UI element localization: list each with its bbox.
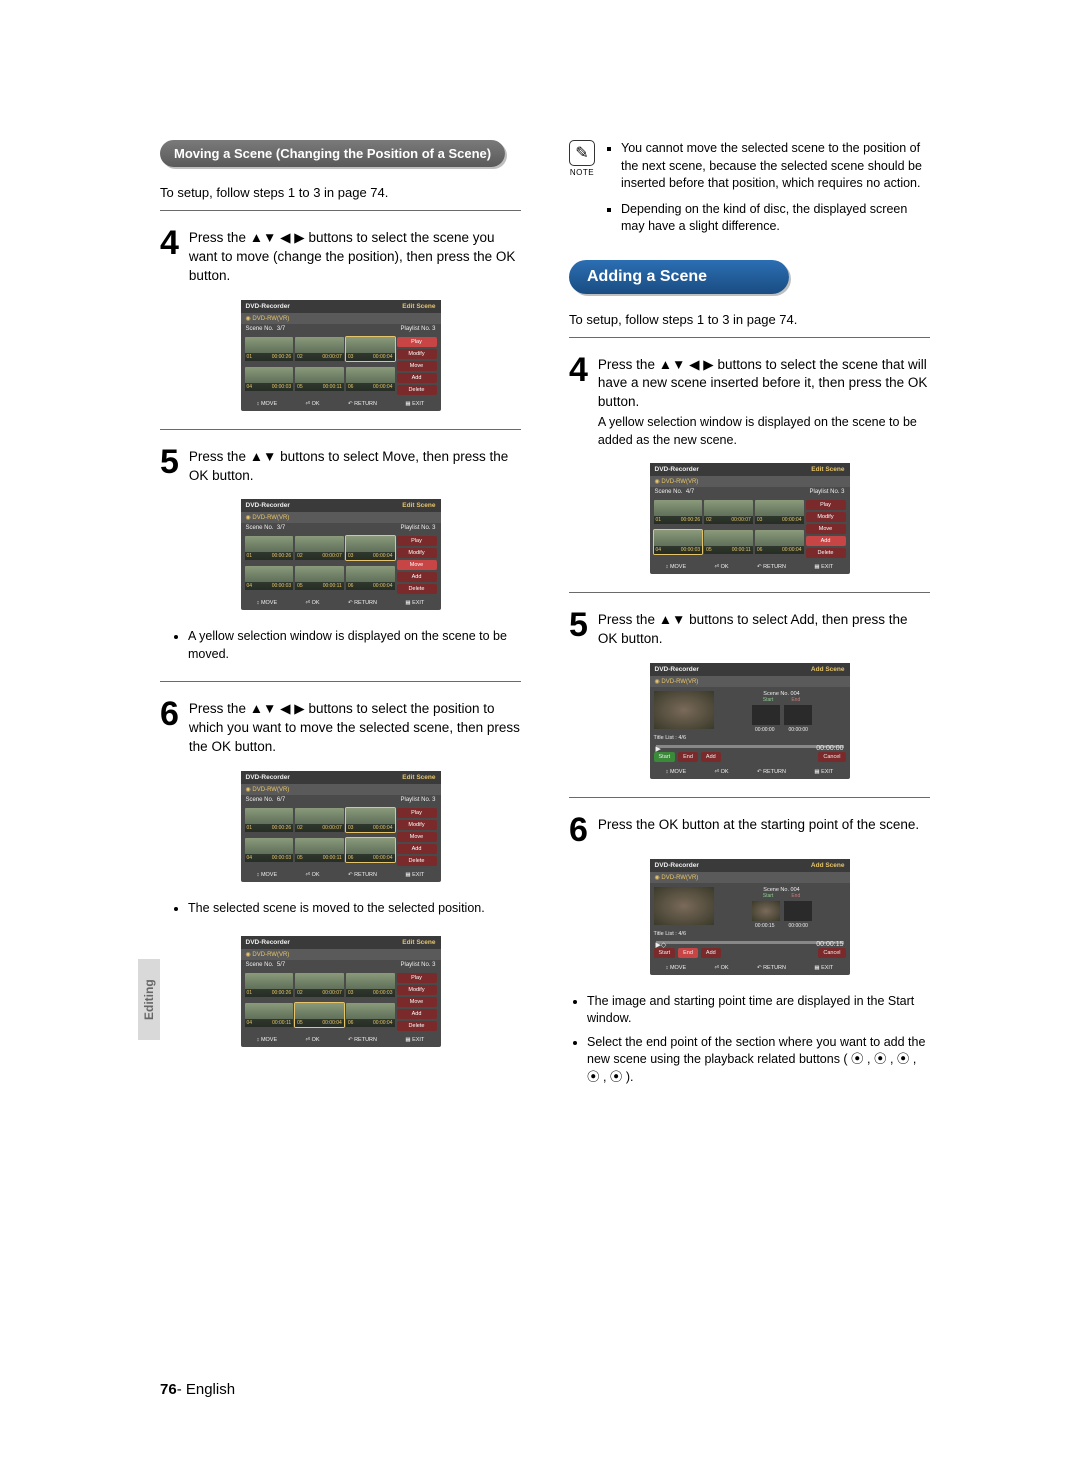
setup-text: To setup, follow steps 1 to 3 in page 74… [569, 312, 930, 327]
heading-adding-scene: Adding a Scene [569, 260, 789, 294]
dvd-screenshot-3: DVD-RecorderEdit Scene ◉ DVD-RW(VR) Scen… [241, 771, 441, 882]
step6-note: The selected scene is moved to the selec… [188, 900, 521, 918]
step6-notes: The image and starting point time are di… [587, 993, 930, 1087]
note-item: You cannot move the selected scene to th… [621, 140, 930, 193]
step-5: 5 Press the ▲▼ buttons to select Move, t… [160, 448, 521, 486]
step-number: 6 [160, 700, 179, 757]
dvd-screenshot-r1: DVD-RecorderEdit Scene ◉ DVD-RW(VR) Scen… [650, 463, 850, 574]
note-icon: ✎ [569, 140, 595, 166]
step-number: 5 [160, 448, 179, 486]
left-column: Moving a Scene (Changing the Position of… [160, 140, 521, 1104]
step-text: Press the ▲▼ buttons to select Move, the… [189, 448, 521, 486]
step-6: 6 Press the OK button at the starting po… [569, 816, 930, 845]
step5-note: A yellow selection window is displayed o… [188, 628, 521, 663]
step-5: 5 Press the ▲▼ buttons to select Add, th… [569, 611, 930, 649]
right-column: ✎ NOTE You cannot move the selected scen… [569, 140, 930, 1104]
dvd-screenshot-4: DVD-RecorderEdit Scene ◉ DVD-RW(VR) Scen… [241, 936, 441, 1047]
step-4: 4 Press the ▲▼ ◀ ▶ buttons to select the… [160, 229, 521, 286]
note-box: ✎ NOTE You cannot move the selected scen… [569, 140, 930, 244]
heading-moving-scene: Moving a Scene (Changing the Position of… [160, 140, 505, 167]
dvd-screenshot-r2: DVD-RecorderAdd Scene ◉ DVD-RW(VR) Scene… [650, 663, 850, 779]
dvd-screenshot-1: DVD-RecorderEdit Scene ◉ DVD-RW(VR) Scen… [241, 300, 441, 411]
step-4: 4 Press the ▲▼ ◀ ▶ buttons to select the… [569, 356, 930, 450]
dvd-screenshot-r3: DVD-RecorderAdd Scene ◉ DVD-RW(VR) Scene… [650, 859, 850, 975]
setup-text: To setup, follow steps 1 to 3 in page 74… [160, 185, 521, 200]
step-text: Press the ▲▼ ◀ ▶ buttons to select the p… [189, 700, 521, 757]
note-item: Depending on the kind of disc, the displ… [621, 201, 930, 236]
dvd-screenshot-2: DVD-RecorderEdit Scene ◉ DVD-RW(VR) Scen… [241, 499, 441, 610]
note-label: NOTE [569, 168, 595, 177]
page-footer: 76- English [160, 1381, 235, 1398]
step-number: 4 [160, 229, 179, 286]
step-6: 6 Press the ▲▼ ◀ ▶ buttons to select the… [160, 700, 521, 757]
section-tab: Editing [138, 959, 160, 1040]
step-text: Press the ▲▼ ◀ ▶ buttons to select the s… [189, 229, 521, 286]
divider [160, 210, 521, 211]
